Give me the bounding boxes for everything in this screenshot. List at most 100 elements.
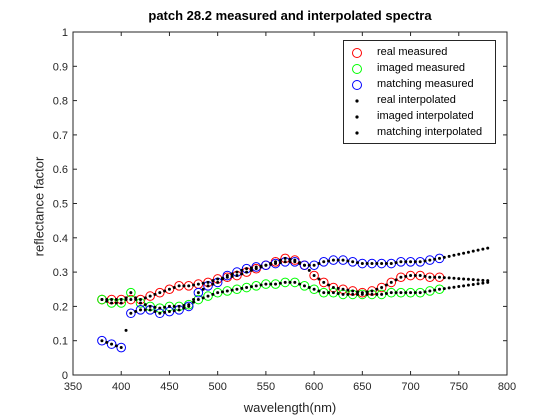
point-real-interpolated — [394, 278, 398, 282]
point-real-interpolated — [211, 279, 215, 283]
point-real-interpolated — [139, 298, 143, 302]
point-real-interpolated — [336, 286, 340, 290]
point-matching-interpolated — [327, 259, 331, 263]
point-matching-interpolated — [211, 282, 215, 286]
point-real-interpolated — [466, 277, 470, 281]
point-imaged-interpolated — [105, 299, 109, 303]
point-matching-interpolated — [481, 247, 485, 251]
point-imaged-interpolated — [211, 292, 215, 296]
point-imaged-interpolated — [163, 305, 167, 309]
x-tick-label: 750 — [450, 381, 468, 393]
point-matching-interpolated — [105, 340, 109, 344]
point-imaged-interpolated — [380, 292, 384, 296]
point-imaged-interpolated — [153, 305, 157, 309]
point-matching-measured — [106, 339, 117, 349]
point-matching-interpolated — [423, 259, 427, 263]
point-real-interpolated — [172, 286, 176, 290]
point-imaged-measured — [309, 284, 319, 295]
point-matching-interpolated — [365, 262, 369, 266]
point-matching-interpolated — [139, 308, 143, 312]
point-real-measured — [386, 277, 397, 288]
x-tick-label: 450 — [160, 381, 178, 393]
point-matching-interpolated — [220, 277, 224, 281]
point-matching-interpolated — [192, 298, 196, 302]
point-matching-interpolated — [249, 266, 253, 270]
point-matching-interpolated — [399, 260, 403, 264]
point-imaged-interpolated — [341, 292, 345, 296]
point-matching-interpolated — [394, 261, 398, 265]
x-tick-label: 600 — [305, 381, 323, 393]
point-matching-interpolated — [462, 251, 466, 255]
point-matching-interpolated — [409, 260, 413, 264]
point-imaged-interpolated — [216, 291, 220, 295]
point-real-interpolated — [481, 278, 485, 282]
point-imaged-interpolated — [322, 291, 326, 295]
point-imaged-interpolated — [351, 292, 355, 296]
point-imaged-interpolated — [481, 281, 485, 285]
y-tick-label: 0.8 — [53, 96, 68, 108]
red-circle-icon — [352, 48, 362, 58]
green-circle-icon — [352, 64, 362, 74]
data-marks — [97, 246, 490, 353]
point-imaged-interpolated — [298, 282, 302, 286]
point-matching-interpolated — [413, 260, 417, 264]
point-matching-interpolated — [341, 258, 345, 262]
point-real-interpolated — [331, 286, 335, 290]
y-tick-label: 0.7 — [53, 130, 68, 142]
point-imaged-interpolated — [110, 301, 114, 305]
point-matching-interpolated — [389, 262, 393, 266]
point-real-interpolated — [351, 289, 355, 293]
point-real-interpolated — [167, 287, 171, 291]
y-tick-label: 0 — [62, 370, 68, 382]
point-imaged-interpolated — [476, 282, 480, 286]
point-real-interpolated — [163, 289, 167, 293]
point-imaged-interpolated — [307, 286, 311, 290]
point-imaged-measured — [299, 281, 310, 291]
point-matching-interpolated — [172, 309, 176, 313]
point-real-interpolated — [356, 290, 360, 294]
point-imaged-interpolated — [192, 300, 196, 304]
point-matching-interpolated — [380, 262, 384, 266]
point-real-measured — [318, 277, 329, 288]
point-matching-interpolated — [269, 262, 273, 266]
point-matching-interpolated — [259, 264, 263, 268]
point-imaged-interpolated — [134, 296, 138, 300]
point-imaged-interpolated — [404, 291, 408, 295]
point-imaged-interpolated — [452, 285, 456, 289]
point-imaged-interpolated — [124, 296, 128, 300]
point-real-interpolated — [182, 284, 186, 288]
point-real-interpolated — [418, 274, 422, 278]
point-matching-interpolated — [428, 258, 432, 262]
point-real-interpolated — [462, 277, 466, 281]
point-matching-interpolated — [182, 306, 186, 310]
point-imaged-interpolated — [466, 283, 470, 287]
x-tick-label: 550 — [257, 381, 275, 393]
point-matching-interpolated — [433, 257, 437, 261]
point-real-interpolated — [428, 275, 432, 279]
point-matching-interpolated — [351, 260, 355, 264]
point-imaged-interpolated — [312, 287, 316, 291]
blue-circle-icon — [352, 80, 362, 90]
point-matching-interpolated — [322, 260, 326, 264]
legend-label: matching interpolated — [377, 126, 483, 138]
point-real-interpolated — [322, 280, 326, 284]
point-real-interpolated — [153, 292, 157, 296]
point-imaged-interpolated — [139, 301, 143, 305]
point-imaged-interpolated — [365, 292, 369, 296]
point-imaged-interpolated — [418, 291, 422, 295]
point-real-interpolated — [327, 283, 331, 287]
point-imaged-interpolated — [264, 282, 268, 286]
point-real-interpolated — [384, 283, 388, 287]
point-imaged-interpolated — [230, 288, 234, 292]
point-imaged-interpolated — [220, 290, 224, 294]
point-real-interpolated — [119, 298, 123, 302]
point-imaged-interpolated — [293, 280, 297, 284]
point-matching-interpolated — [206, 284, 210, 288]
point-matching-interpolated — [167, 310, 171, 314]
point-real-measured — [145, 291, 155, 301]
black-dot-icon — [355, 99, 359, 103]
point-real-interpolated — [317, 277, 321, 281]
point-matching-interpolated — [298, 262, 302, 266]
point-matching-interpolated — [148, 308, 152, 312]
axis-ticks: 350 400 450 500 550 600 650 700 750 800 0 0.1 0.2 0.3… — [53, 27, 516, 393]
